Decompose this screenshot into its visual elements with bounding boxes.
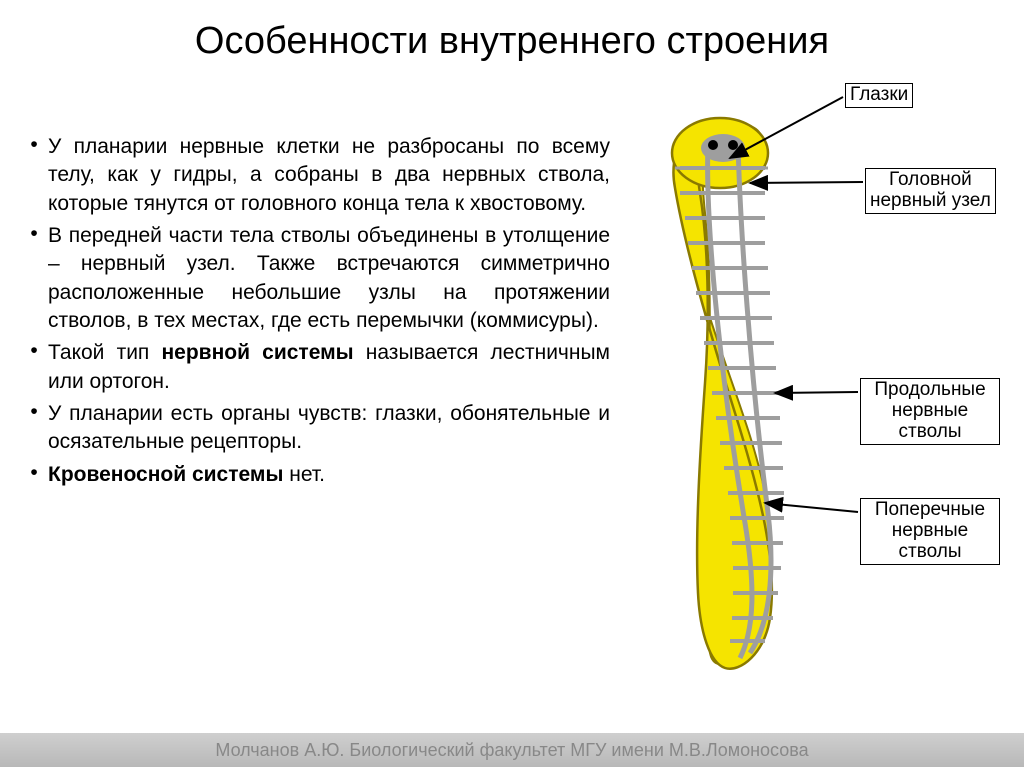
bullet-marker: • xyxy=(20,400,48,457)
label-long-cords: Продольныенервные стволы xyxy=(860,378,1000,445)
bullet-text: В передней части тела стволы объединены … xyxy=(48,222,610,335)
bullet-marker: • xyxy=(20,222,48,335)
bullet-text: У планарии есть органы чувств: глазки, о… xyxy=(48,400,610,457)
eye-right xyxy=(728,140,738,150)
head-ganglion xyxy=(701,134,745,162)
bullet-item: •Кровеносной системы нет. xyxy=(20,461,610,489)
diagram-column: Глазки Головнойнервный узел Продольныенерв… xyxy=(620,73,1000,493)
eye-left xyxy=(708,140,718,150)
bullet-text: Такой тип нервной системы называется лес… xyxy=(48,339,610,396)
content-area: •У планарии нервные клетки не разбросаны… xyxy=(0,73,1024,493)
bullet-item: •У планарии нервные клетки не разбросаны… xyxy=(20,133,610,218)
bullet-marker: • xyxy=(20,461,48,489)
text-column: •У планарии нервные клетки не разбросаны… xyxy=(20,73,620,493)
label-ganglion: Головнойнервный узел xyxy=(865,168,996,214)
bullet-item: •Такой тип нервной системы называется ле… xyxy=(20,339,610,396)
page-title: Особенности внутреннего строения xyxy=(0,0,1024,73)
bullet-item: •У планарии есть органы чувств: глазки, … xyxy=(20,400,610,457)
label-cross-cords: Поперечныенервные стволы xyxy=(860,498,1000,565)
bullet-text: Кровеносной системы нет. xyxy=(48,461,610,489)
label-eyes: Глазки xyxy=(845,83,913,108)
bullet-marker: • xyxy=(20,339,48,396)
footer-attribution: Молчанов А.Ю. Биологический факультет МГ… xyxy=(0,733,1024,767)
bullet-marker: • xyxy=(20,133,48,218)
bullet-text: У планарии нервные клетки не разбросаны … xyxy=(48,133,610,218)
bullet-item: •В передней части тела стволы объединены… xyxy=(20,222,610,335)
